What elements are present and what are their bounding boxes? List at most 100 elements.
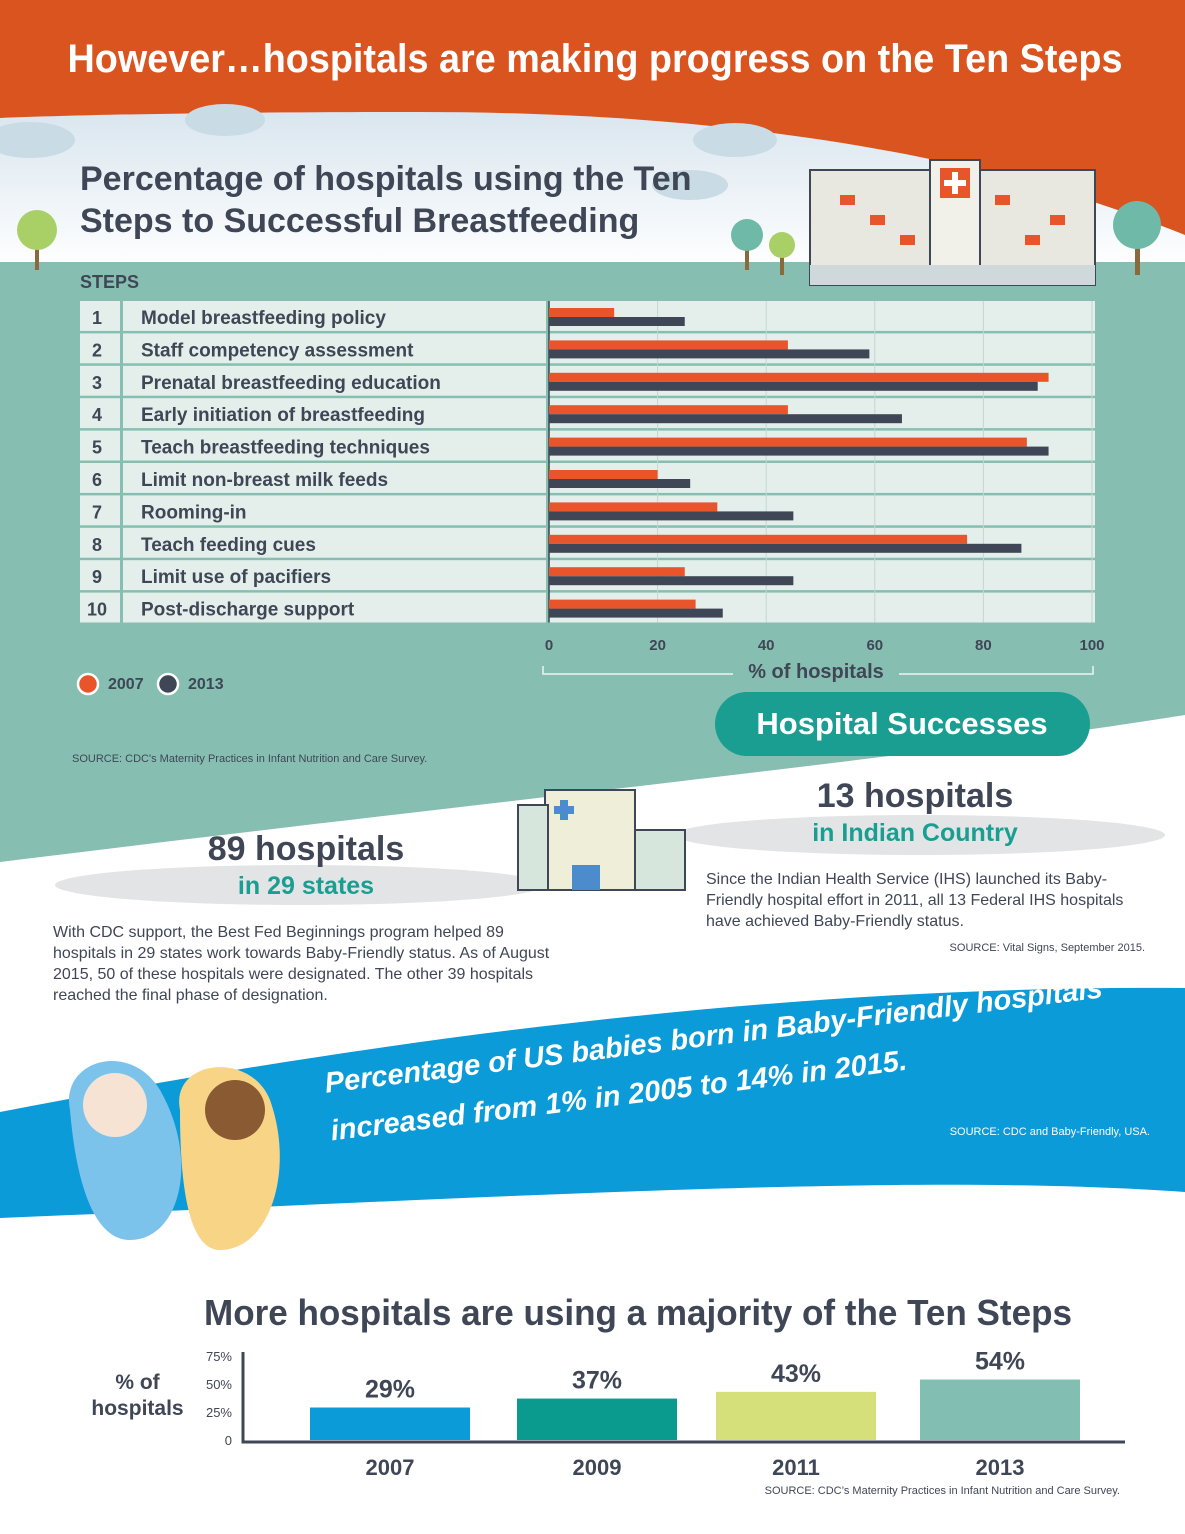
bar	[549, 470, 658, 479]
decoration	[17, 210, 57, 250]
x-tick-label: 100	[1079, 637, 1104, 654]
decoration	[870, 215, 885, 225]
y-tick-label: Early initiation of breastfeeding	[141, 405, 425, 426]
y-tick-label: Teach feeding cues	[141, 535, 316, 556]
x-tick-label: 2011	[772, 1455, 820, 1480]
x-tick-label: 80	[975, 637, 992, 654]
x-tick-label: 2013	[976, 1455, 1025, 1480]
category-number: 4	[92, 405, 102, 425]
decoration	[675, 815, 1165, 855]
decoration	[1135, 235, 1140, 275]
row-cell	[123, 430, 546, 461]
x-tick-label: 2009	[573, 1455, 622, 1480]
page-title: However…hospitals are making progress on…	[68, 37, 1123, 81]
category-number: 6	[92, 470, 102, 490]
decoration	[185, 104, 265, 136]
y-tick-label: Rooming-in	[141, 502, 247, 523]
decoration	[731, 219, 763, 251]
y-tick-label: 0	[225, 1433, 232, 1448]
decoration	[780, 255, 784, 275]
decoration	[1025, 235, 1040, 245]
row-cell	[80, 301, 120, 331]
decoration	[840, 195, 1065, 245]
decoration	[809, 159, 1096, 286]
bar	[549, 340, 788, 350]
legend-marker	[156, 672, 180, 696]
y-axis-label: % of hospitals	[91, 1371, 184, 1420]
x-tick-label: 0	[545, 637, 553, 654]
y-tick-label: Limit use of pacifiers	[141, 567, 331, 588]
row-cell	[549, 301, 1095, 331]
y-tick-label: Teach breastfeeding techniques	[141, 438, 430, 459]
bar	[549, 543, 1022, 553]
decoration	[634, 829, 686, 891]
bar	[549, 372, 1049, 382]
bar	[549, 381, 1038, 391]
y-tick-label: Limit non-breast milk feeds	[141, 470, 388, 491]
bar	[716, 1391, 876, 1440]
chart-title: More hospitals are using a majority of t…	[204, 1292, 1072, 1333]
legend-label: 2007	[108, 676, 144, 693]
category-number: 8	[92, 535, 102, 555]
x-tick-label: 2007	[366, 1455, 415, 1480]
bar	[549, 599, 696, 609]
section-title: Hospital Successes	[756, 706, 1047, 741]
decoration	[517, 804, 549, 891]
source: SOURCE: CDC's Maternity Practices in Inf…	[72, 753, 428, 765]
decoration	[840, 195, 855, 205]
bar	[549, 308, 615, 317]
bar	[310, 1407, 470, 1440]
subhead: in Indian Country	[812, 819, 1018, 847]
y-tick-label: Model breastfeeding policy	[141, 308, 386, 329]
row-cell	[123, 333, 546, 364]
paragraph: Since the Indian Health Service (IHS) la…	[706, 871, 1124, 930]
decoration	[995, 195, 1010, 205]
bar	[549, 534, 968, 544]
decoration	[55, 865, 545, 905]
value-label: 54%	[975, 1348, 1025, 1376]
axis-line	[241, 1352, 1125, 1444]
source: SOURCE: CDC’s Maternity Practices in Inf…	[764, 1485, 1120, 1497]
y-tick-label: 75%	[206, 1349, 232, 1364]
decoration	[517, 789, 686, 891]
bar	[549, 608, 723, 618]
headline: 89 hospitals	[207, 830, 405, 868]
y-tick-label: Staff competency assessment	[141, 340, 414, 361]
x-tick-label: 60	[866, 637, 883, 654]
row-cell	[80, 398, 120, 429]
y-tick-label: 25%	[206, 1405, 232, 1420]
bar	[549, 446, 1049, 456]
bar	[549, 317, 685, 326]
decoration	[554, 806, 574, 814]
bar	[549, 567, 685, 577]
decoration	[715, 692, 1090, 756]
row-cell	[80, 365, 120, 396]
bar	[549, 349, 870, 359]
legend-marker	[76, 672, 100, 696]
source: SOURCE: CDC and Baby-Friendly, USA.	[949, 1126, 1150, 1138]
decoration	[0, 987, 1185, 1218]
value-label: 37%	[572, 1367, 622, 1395]
decoration	[1113, 201, 1161, 249]
decoration	[83, 1073, 147, 1137]
decoration	[0, 0, 1185, 235]
category-header: STEPS	[80, 272, 139, 292]
subhead: in 29 states	[237, 872, 375, 900]
decoration	[69, 1061, 280, 1250]
headline: 13 hospitals	[816, 777, 1014, 815]
row-cell	[123, 592, 546, 623]
x-axis-label: % of hospitals	[748, 661, 884, 683]
decoration	[810, 265, 1095, 285]
row-cell	[80, 527, 120, 558]
decoration	[769, 232, 795, 258]
y-tick-label: Prenatal breastfeeding education	[141, 373, 441, 394]
row-cell	[80, 463, 120, 493]
decoration	[0, 104, 777, 200]
row-cell	[123, 365, 546, 396]
axis-bracket	[542, 666, 1094, 675]
bar	[549, 405, 788, 415]
row-cell	[80, 592, 120, 623]
row-cell	[123, 495, 546, 526]
